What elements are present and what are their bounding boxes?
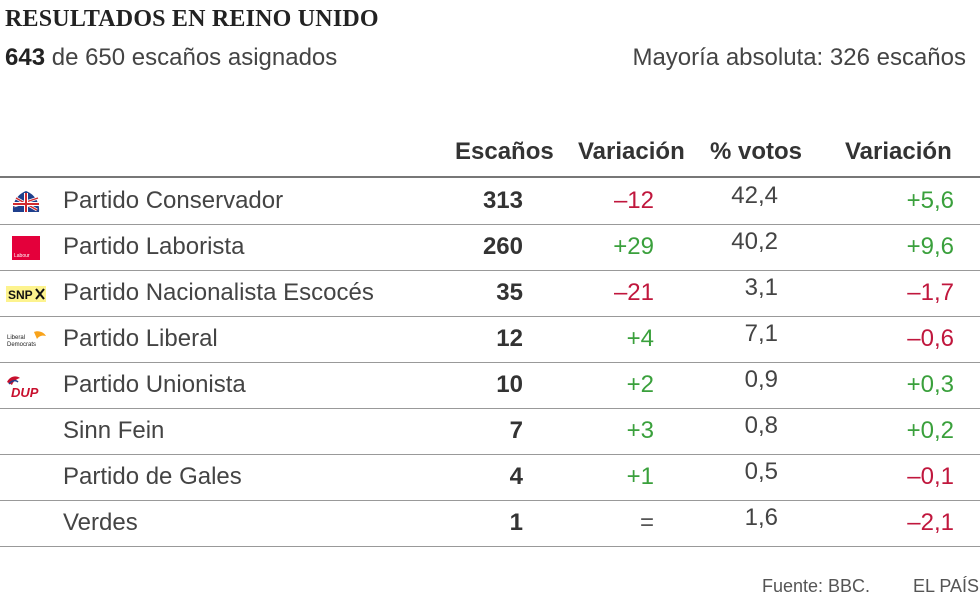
assigned-seats-text: 643 de 650 escaños asignados <box>5 44 337 72</box>
votes-value: 3,1 <box>744 274 778 301</box>
assigned-seats-count: 643 <box>5 44 46 71</box>
votes-value: 40,2 <box>731 228 778 255</box>
party-name: Partido Nacionalista Escocés <box>63 279 374 306</box>
votes-value: 42,4 <box>731 182 778 209</box>
conservative-logo <box>12 191 40 212</box>
table-row: Liberal Democrats Partido Liberal 12 +4 7,1 –0… <box>0 316 980 363</box>
seats-value: 12 <box>496 325 523 352</box>
seats-value: 1 <box>509 509 523 536</box>
seat-change-value: = <box>639 509 654 536</box>
party-name: Verdes <box>63 509 138 536</box>
votes-value: 0,5 <box>744 458 778 485</box>
party-name: Partido Liberal <box>63 325 218 352</box>
source-note: Fuente: BBC. <box>762 576 871 596</box>
seat-change-value: +29 <box>613 233 654 260</box>
votes-value: 0,8 <box>744 412 778 439</box>
votes-value: 7,1 <box>744 320 778 347</box>
vote-change-value: –0,1 <box>907 463 954 490</box>
svg-text:Labour: Labour <box>14 253 30 259</box>
header-seat-change: Variación <box>578 138 685 165</box>
header-seats: Escaños <box>455 138 554 165</box>
votes-value: 1,6 <box>744 504 778 531</box>
votes-value: 0,9 <box>744 366 778 393</box>
seat-change-value: +2 <box>626 371 654 398</box>
svg-text:Democrats: Democrats <box>7 342 36 348</box>
seat-change-value: +1 <box>626 463 654 490</box>
seats-value: 10 <box>496 371 523 398</box>
table-top-rule <box>0 176 980 178</box>
snp-logo: SNP <box>6 286 46 302</box>
page-title: RESULTADOS EN REINO UNIDO <box>5 6 379 32</box>
table-row: Labour Partido Laborista 260 +29 40,2 +9,6 <box>0 224 980 271</box>
vote-change-value: +9,6 <box>906 233 954 260</box>
seats-value: 35 <box>496 279 523 306</box>
seat-change-value: +4 <box>626 325 654 352</box>
seats-value: 313 <box>482 187 523 214</box>
table-row: Verdes 1 = 1,6 –2,1 <box>0 500 980 547</box>
svg-text:Liberal: Liberal <box>7 335 25 341</box>
party-name: Partido Conservador <box>63 187 284 214</box>
table-row: SNP Partido Nacionalista Escocés 35 –21 3,1 –… <box>0 270 980 317</box>
majority-text: Mayoría absoluta: 326 escaños <box>632 44 966 71</box>
party-name: Partido Unionista <box>63 371 246 398</box>
svg-text:SNP: SNP <box>8 288 33 302</box>
svg-text:DUP: DUP <box>11 385 39 400</box>
table-row: Sinn Fein 7 +3 0,8 +0,2 <box>0 408 980 455</box>
table-row: Partido Conservador 313 –12 42,4 +5,6 <box>0 178 980 225</box>
table-row: Partido de Gales 4 +1 0,5 –0,1 <box>0 454 980 501</box>
seats-value: 260 <box>482 233 523 260</box>
brand-mark: EL PAÍS <box>913 576 980 596</box>
seats-value: 4 <box>509 463 523 490</box>
vote-change-value: –0,6 <box>907 325 954 352</box>
header-votes: % votos <box>710 138 803 165</box>
party-name: Sinn Fein <box>63 417 165 444</box>
seat-change-value: –21 <box>613 279 654 306</box>
vote-change-value: –1,7 <box>907 279 954 306</box>
seats-value: 7 <box>509 417 523 444</box>
vote-change-value: +5,6 <box>906 187 954 214</box>
seat-change-value: –12 <box>613 187 654 214</box>
dup-logo: DUP <box>7 376 39 400</box>
vote-change-value: –2,1 <box>907 509 954 536</box>
vote-change-value: +0,3 <box>906 371 954 398</box>
assigned-seats-rest: de 650 escaños asignados <box>45 44 338 71</box>
vote-change-value: +0,2 <box>906 417 954 444</box>
table-row: DUP Partido Unionista 10 +2 0,9 +0,3 <box>0 362 980 409</box>
seat-change-value: +3 <box>626 417 654 444</box>
header-vote-change: Variación <box>845 138 952 165</box>
party-name: Partido de Gales <box>63 463 242 490</box>
labour-logo: Labour <box>12 236 40 260</box>
party-name: Partido Laborista <box>63 233 245 260</box>
